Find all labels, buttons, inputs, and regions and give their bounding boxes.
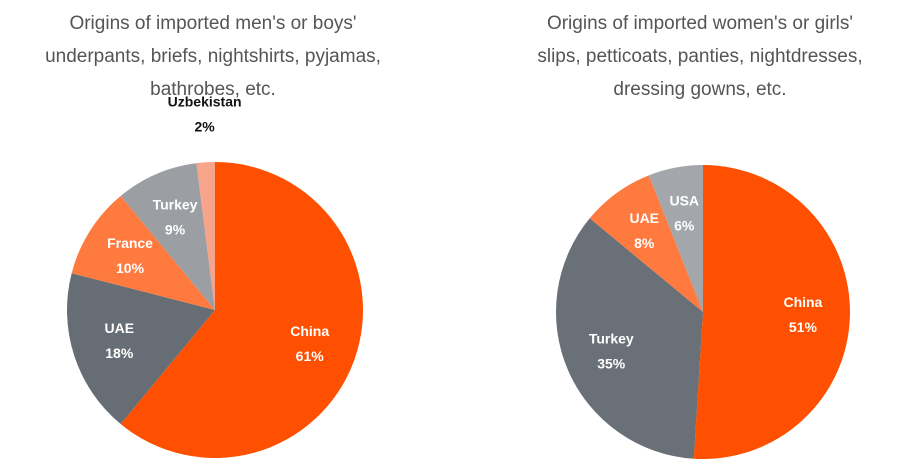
pie-slice [120,162,363,459]
pie-slice [693,165,850,459]
slice-label: UAE [105,320,135,336]
chart-title: dressing gowns, etc. [613,79,786,100]
slice-value-label: 8% [634,235,655,251]
chart-title: Origins of imported men's or boys' [69,13,356,34]
slice-label: USA [669,193,699,209]
slice-label: Turkey [589,330,634,346]
chart-title: slips, petticoats, panties, nightdresses… [537,46,862,67]
pie-slice [648,165,703,312]
slice-label: France [107,235,153,251]
chart-title: Origins of imported women's or girls' [547,13,853,34]
slice-label: China [290,323,329,339]
slice-value-label: 10% [116,260,145,276]
slice-value-label: 9% [165,221,186,237]
slice-value-label: 61% [296,348,325,364]
chart-title: bathrobes, etc. [150,79,276,100]
slice-value-label: 6% [674,218,695,234]
pie-slice [71,195,215,310]
slice-label: China [783,294,822,310]
slice-value-label: 18% [105,345,134,361]
pie-slice [120,163,215,310]
slice-value-label: 35% [597,355,626,371]
slice-label: UAE [629,210,659,226]
pie-slice [589,175,703,312]
chart-title: underpants, briefs, nightshirts, pyjamas… [45,46,381,67]
pie-slice [196,162,215,310]
pie-slice [556,218,703,459]
pie-slice [67,273,216,425]
slice-value-label: 2% [194,118,215,134]
slice-value-label: 51% [789,319,818,335]
slice-label: Uzbekistan [168,93,242,109]
slice-label: Turkey [153,196,198,212]
